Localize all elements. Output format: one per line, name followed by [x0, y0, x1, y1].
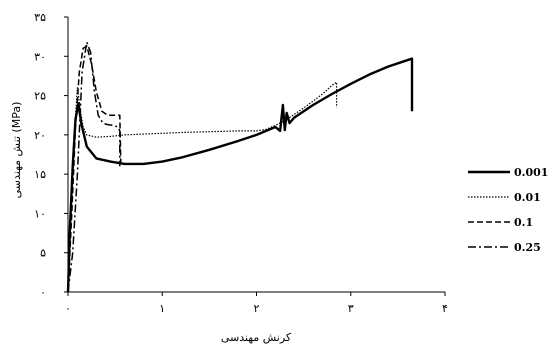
x-tick-label: ۳	[348, 302, 354, 315]
x-axis-label: کرنش مهندسی	[221, 331, 292, 344]
legend-label: 0.1	[514, 216, 533, 229]
series-line-0-25	[67, 41, 121, 293]
tick-labels: ۰ ۱ ۲ ۳ ۴ ۰ ۵ ۱۰ ۱۵ ۲۰ ۲۵ ۳۰ ۳۵	[34, 11, 448, 315]
y-tick-label: ۳۵	[34, 11, 46, 24]
y-tick-label: ۱۵	[34, 168, 46, 181]
x-tick-label: ۰	[65, 302, 71, 315]
legend-label: 0.25	[514, 241, 541, 254]
x-tick-label: ۴	[442, 302, 448, 315]
series-line-0-01	[67, 81, 338, 293]
series-line-0-1	[67, 45, 122, 293]
axes	[67, 17, 445, 293]
ticks	[64, 16, 446, 296]
y-tick-label: ۲۵	[34, 90, 46, 103]
y-tick-label: ۳۰	[34, 50, 46, 63]
plot-series	[66, 41, 414, 293]
y-axis-label: تنش مهندسی (MPa)	[10, 102, 23, 199]
legend: 0.001 0.01 0.1 0.25	[468, 166, 548, 254]
series-line-0-001	[66, 57, 414, 293]
legend-label: 0.001	[514, 166, 548, 179]
y-tick-label: ۵	[40, 247, 46, 260]
y-tick-label: ۲۰	[34, 129, 46, 142]
x-tick-label: ۱	[159, 302, 165, 315]
y-tick-label: ۰	[40, 286, 46, 299]
legend-label: 0.01	[514, 191, 541, 204]
y-tick-label: ۱۰	[34, 207, 46, 220]
x-tick-label: ۲	[254, 302, 260, 315]
